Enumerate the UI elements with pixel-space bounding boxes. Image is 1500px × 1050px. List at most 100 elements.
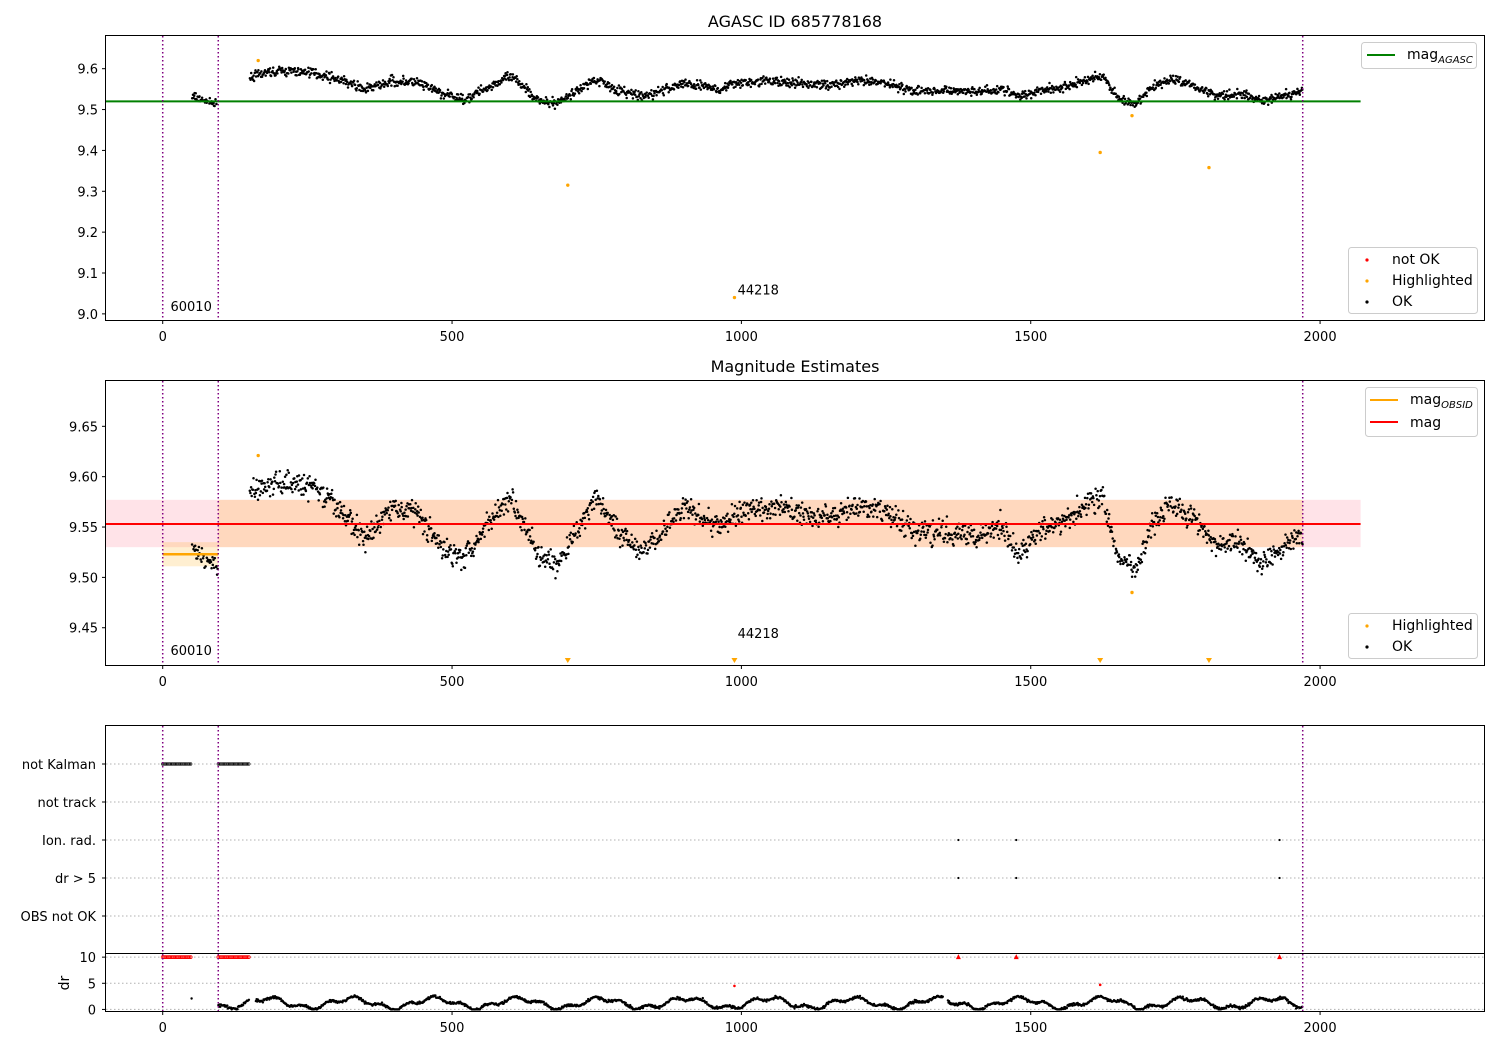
ok-point	[871, 78, 875, 81]
ok-point	[751, 498, 755, 502]
dr-point	[701, 996, 704, 1000]
dr-point	[858, 994, 862, 998]
ok-point	[904, 90, 907, 93]
ok-point	[771, 83, 774, 86]
ok-point	[980, 92, 983, 95]
ok-point	[1086, 496, 1089, 500]
magnitude-point-legend[interactable]: Highlighted OK	[1348, 613, 1478, 659]
ok-point	[551, 95, 554, 99]
ok-point	[285, 75, 288, 78]
ok-point	[1158, 79, 1162, 83]
ok-point	[674, 519, 678, 522]
ok-point	[1154, 514, 1158, 518]
ok-point	[638, 557, 641, 561]
ok-point	[919, 533, 923, 537]
ok-point	[868, 80, 871, 84]
ok-point	[873, 497, 876, 501]
ok-point	[949, 90, 952, 94]
ok-point	[1011, 532, 1015, 535]
ok-point	[1214, 540, 1217, 543]
ok-point	[299, 478, 302, 482]
ok-point	[970, 94, 973, 97]
x-tick-label: 1500	[1014, 675, 1047, 690]
ok-point	[372, 88, 375, 92]
ok-point	[838, 82, 842, 86]
ok-point	[212, 566, 216, 569]
agasc-point-legend[interactable]: not OK Highlighted OK	[1348, 247, 1478, 314]
ok-point	[1145, 541, 1149, 544]
ok-point	[873, 509, 877, 512]
ok-point	[971, 535, 975, 538]
highlighted-point	[732, 295, 737, 300]
ok-point	[449, 543, 452, 547]
ok-point	[483, 535, 486, 539]
ok-point	[1253, 556, 1257, 559]
ok-point	[681, 85, 685, 89]
ok-point	[684, 498, 687, 501]
dr-point	[236, 1008, 239, 1011]
ok-point	[1288, 541, 1291, 545]
ok-point	[1151, 86, 1155, 89]
ok-point	[769, 512, 772, 515]
ok-point	[1020, 96, 1023, 100]
ok-point	[973, 87, 976, 91]
ok-point	[208, 96, 212, 100]
ok-point	[1263, 555, 1267, 559]
ok-point	[550, 101, 554, 105]
ok-point	[635, 540, 639, 543]
ok-point	[215, 102, 218, 106]
ok-point	[524, 517, 527, 520]
ok-point	[1287, 94, 1290, 97]
ok-point	[915, 86, 919, 90]
ok-point	[1180, 508, 1183, 511]
ok-point	[253, 71, 257, 75]
ok-point	[1079, 513, 1082, 516]
ok-point	[665, 529, 669, 533]
ok-point	[848, 504, 851, 507]
ok-point	[1066, 507, 1070, 510]
ok-point	[592, 507, 596, 510]
ok-point	[421, 516, 424, 519]
ok-point	[886, 504, 889, 507]
ok-point	[683, 503, 687, 506]
ok-point	[979, 531, 982, 534]
ok-point	[824, 87, 828, 90]
ok-point	[376, 525, 380, 529]
ok-point	[790, 508, 794, 512]
ok-point	[1107, 512, 1111, 516]
magnitude-line-legend[interactable]: magOBSID mag	[1365, 387, 1478, 437]
ok-point	[975, 93, 979, 97]
ok-point	[446, 88, 450, 92]
ok-point	[477, 540, 480, 544]
ok-point	[506, 491, 509, 495]
ok-point	[782, 503, 786, 506]
ok-point	[338, 500, 342, 504]
ok-point	[359, 533, 362, 536]
ok-point	[516, 511, 520, 514]
agasc-line-legend[interactable]: magAGASC	[1361, 42, 1477, 69]
ok-point	[649, 538, 652, 541]
ok-point	[500, 81, 503, 84]
ok-point	[489, 519, 492, 522]
ok-point	[312, 68, 315, 71]
ok-point	[664, 527, 667, 531]
ok-point	[1041, 520, 1044, 523]
ok-point	[1022, 92, 1026, 95]
ok-point	[1266, 563, 1269, 567]
ok-point	[292, 70, 295, 73]
ok-point	[740, 515, 743, 518]
ok-point	[936, 528, 939, 531]
ok-point	[719, 531, 722, 535]
ok-point	[672, 88, 676, 91]
ok-point	[967, 541, 970, 545]
ok-point	[274, 74, 277, 77]
ok-point	[787, 78, 791, 81]
ok-point	[655, 529, 658, 533]
agasc-axes-frame	[105, 35, 1485, 321]
ok-point	[681, 496, 685, 500]
ok-point	[195, 98, 198, 101]
ok-point	[342, 82, 345, 85]
ok-point	[793, 515, 796, 519]
ok-point	[595, 489, 599, 492]
ok-point	[591, 495, 595, 499]
